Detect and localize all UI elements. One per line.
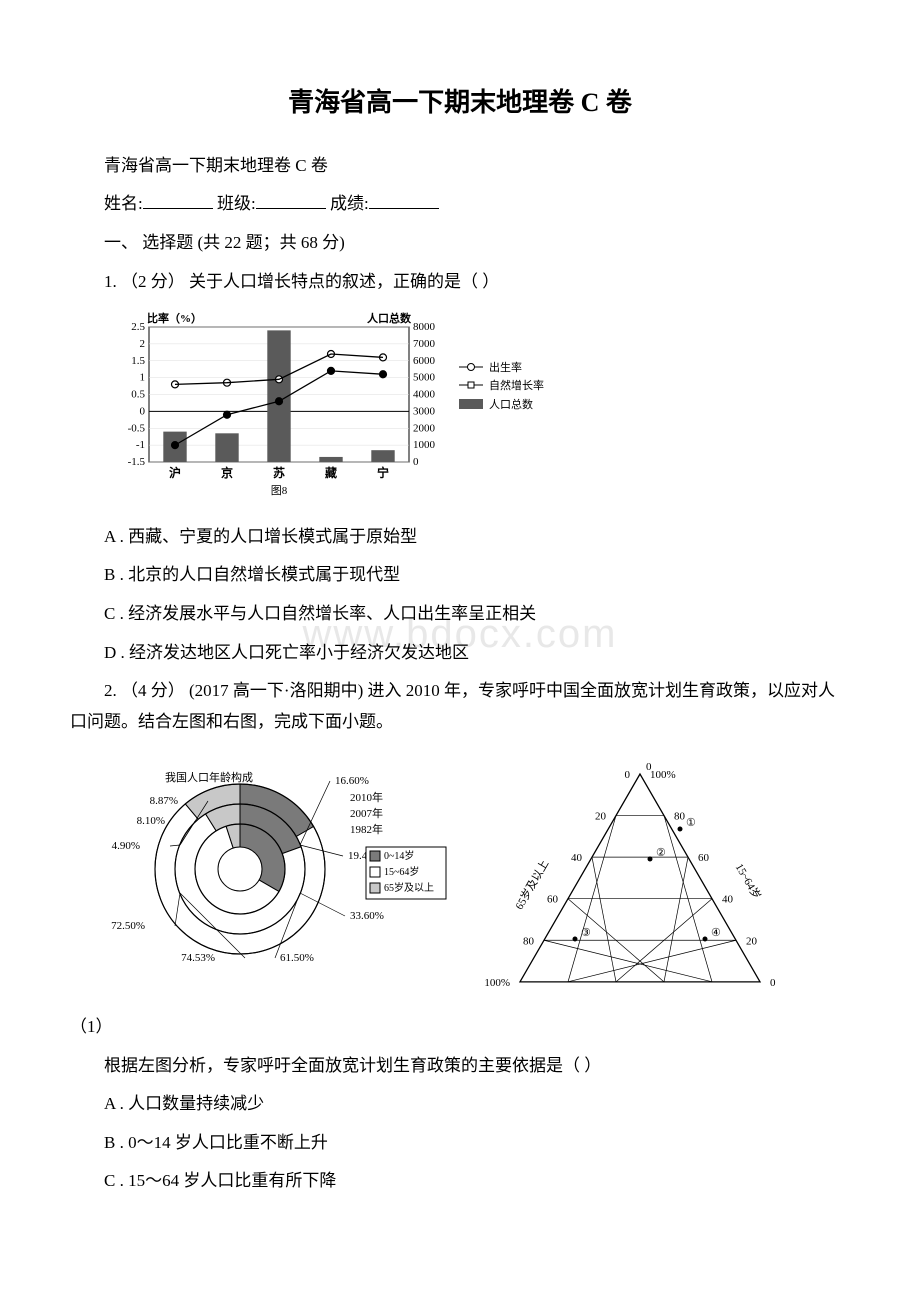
- svg-text:自然增长率: 自然增长率: [489, 378, 544, 392]
- svg-text:4000: 4000: [413, 389, 436, 401]
- svg-text:④: ④: [711, 927, 721, 939]
- svg-text:2000: 2000: [413, 422, 436, 434]
- svg-text:-0.5: -0.5: [128, 422, 146, 434]
- svg-text:2007年: 2007年: [350, 806, 383, 820]
- name-label: 姓名:: [104, 194, 143, 213]
- svg-text:1.5: 1.5: [131, 355, 145, 367]
- svg-text:出生率: 出生率: [489, 360, 522, 374]
- svg-text:苏: 苏: [273, 465, 285, 480]
- svg-text:0.5: 0.5: [131, 389, 145, 401]
- q1-optD: D . 经济发达地区人口死亡率小于经济欠发达地区: [70, 638, 850, 669]
- q1-optC: C . 经济发展水平与人口自然增长率、人口出生率呈正相关: [70, 599, 850, 630]
- svg-text:②: ②: [656, 847, 666, 859]
- svg-text:比率（%）: 比率（%）: [147, 311, 202, 325]
- svg-text:我国人口年龄构成: 我国人口年龄构成: [165, 770, 253, 784]
- chart2-svg: 我国人口年龄构成 16.60% 8.87% 8.10% 4.90% 72.50% 74.53…: [70, 749, 830, 989]
- svg-text:74.53%: 74.53%: [181, 952, 215, 964]
- svg-text:65岁及以上: 65岁及以上: [384, 881, 434, 894]
- svg-text:人口总数: 人口总数: [489, 397, 533, 411]
- svg-text:6000: 6000: [413, 355, 436, 367]
- q2-optA: A . 人口数量持续减少: [70, 1089, 850, 1120]
- svg-text:15~64岁: 15~64岁: [733, 861, 765, 902]
- page-title: 青海省高一下期末地理卷 C 卷: [70, 80, 850, 127]
- svg-text:65岁及以上: 65岁及以上: [512, 858, 552, 913]
- svg-text:5000: 5000: [413, 372, 436, 384]
- q2-sub1-stem: 根据左图分析，专家呼吁全面放宽计划生育政策的主要依据是（ ）: [70, 1051, 850, 1082]
- svg-text:7000: 7000: [413, 338, 436, 350]
- svg-text:8.87%: 8.87%: [150, 795, 178, 807]
- class-label: 班级:: [217, 194, 256, 213]
- svg-text:15~64岁: 15~64岁: [384, 865, 419, 878]
- svg-text:人口总数: 人口总数: [367, 311, 412, 325]
- svg-text:80: 80: [523, 936, 535, 948]
- svg-text:0: 0: [140, 406, 146, 418]
- svg-text:③: ③: [581, 927, 591, 939]
- score-label: 成绩:: [330, 194, 369, 213]
- svg-text:藏: 藏: [325, 465, 337, 480]
- svg-text:-1.5: -1.5: [128, 456, 146, 468]
- svg-text:2010年: 2010年: [350, 790, 383, 804]
- svg-text:60: 60: [698, 852, 710, 864]
- svg-text:京: 京: [221, 465, 233, 480]
- svg-text:8.10%: 8.10%: [137, 815, 165, 827]
- svg-text:4.90%: 4.90%: [112, 840, 140, 852]
- svg-text:1982年: 1982年: [350, 822, 383, 836]
- svg-text:0: 0: [625, 769, 631, 781]
- svg-text:80: 80: [674, 811, 686, 823]
- svg-text:60: 60: [547, 894, 559, 906]
- svg-text:3000: 3000: [413, 406, 436, 418]
- class-blank: [256, 192, 326, 209]
- svg-text:宁: 宁: [377, 465, 389, 480]
- svg-text:8000: 8000: [413, 321, 436, 333]
- svg-text:1: 1: [140, 372, 146, 384]
- svg-text:1000: 1000: [413, 439, 436, 451]
- svg-text:0~14岁: 0~14岁: [384, 849, 414, 862]
- q2-stem: 2. （4 分） (2017 高一下·洛阳期中) 进入 2010 年，专家呼吁中…: [70, 676, 850, 737]
- svg-text:0: 0: [646, 761, 652, 773]
- chart2-figure: 我国人口年龄构成 16.60% 8.87% 8.10% 4.90% 72.50% 74.53…: [70, 749, 850, 1000]
- q2-sub1: （1）: [70, 1012, 850, 1043]
- svg-text:2: 2: [140, 338, 146, 350]
- q1-stem: 1. （2 分） 关于人口增长特点的叙述，正确的是（ ）: [70, 267, 850, 298]
- svg-text:沪: 沪: [169, 465, 181, 480]
- svg-text:61.50%: 61.50%: [280, 952, 314, 964]
- section-heading: 一、 选择题 (共 22 题；共 68 分): [70, 228, 850, 259]
- svg-text:33.60%: 33.60%: [350, 910, 384, 922]
- svg-text:40: 40: [571, 852, 583, 864]
- score-blank: [369, 192, 439, 209]
- chart1-figure: 2.5 8000 2 7000 1.5 6000 1 5000 0.5 4000 0 3000 -0.5…: [104, 309, 850, 510]
- svg-text:2.5: 2.5: [131, 321, 145, 333]
- svg-text:100%: 100%: [484, 977, 510, 989]
- svg-text:100%: 100%: [650, 769, 676, 781]
- q2-optC: C . 15～64 岁人口比重有所下降: [70, 1166, 850, 1197]
- svg-text:72.50%: 72.50%: [111, 920, 145, 932]
- q2-optB: B . 0～14 岁人口比重不断上升: [70, 1128, 850, 1159]
- svg-text:20: 20: [595, 811, 607, 823]
- svg-text:图8: 图8: [271, 484, 288, 497]
- svg-text:-1: -1: [136, 439, 145, 451]
- svg-text:①: ①: [686, 817, 696, 829]
- svg-text:16.60%: 16.60%: [335, 775, 369, 787]
- svg-text:0: 0: [770, 977, 776, 989]
- svg-text:40: 40: [722, 894, 734, 906]
- form-line: 姓名: 班级: 成绩:: [70, 189, 850, 220]
- svg-text:0: 0: [413, 456, 419, 468]
- subtitle: 青海省高一下期末地理卷 C 卷: [70, 151, 850, 182]
- chart1-svg: 2.5 8000 2 7000 1.5 6000 1 5000 0.5 4000 0 3000 -0.5…: [104, 309, 564, 499]
- q1-optA: A . 西藏、宁夏的人口增长模式属于原始型: [70, 522, 850, 553]
- name-blank: [143, 192, 213, 209]
- q1-optB: B . 北京的人口自然增长模式属于现代型: [70, 560, 850, 591]
- svg-text:20: 20: [746, 936, 758, 948]
